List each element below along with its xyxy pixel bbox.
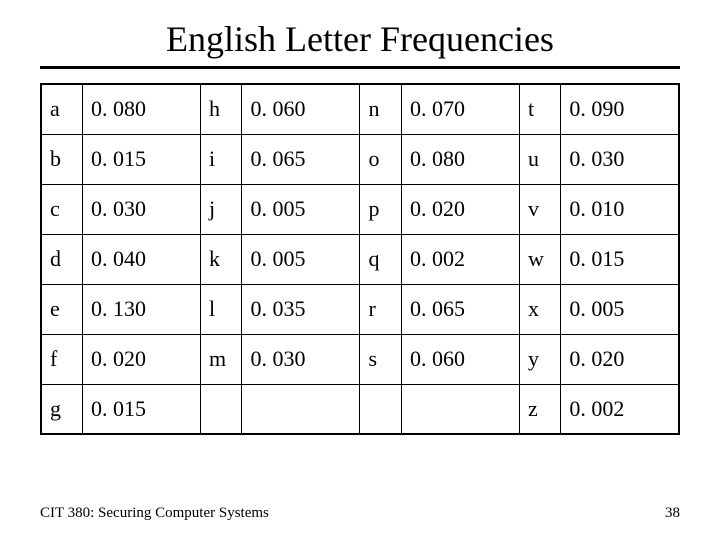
letter-cell: c <box>41 184 82 234</box>
freq-cell: 0. 005 <box>242 184 360 234</box>
letter-cell <box>360 384 401 434</box>
table-row: a 0. 080 h 0. 060 n 0. 070 t 0. 090 <box>41 84 679 134</box>
table-row: b 0. 015 i 0. 065 o 0. 080 u 0. 030 <box>41 134 679 184</box>
freq-cell: 0. 065 <box>401 284 519 334</box>
freq-cell: 0. 020 <box>401 184 519 234</box>
table-row: g 0. 015 z 0. 002 <box>41 384 679 434</box>
letter-cell: l <box>200 284 241 334</box>
letter-cell: y <box>519 334 560 384</box>
letter-cell: z <box>519 384 560 434</box>
letter-cell: d <box>41 234 82 284</box>
freq-cell: 0. 130 <box>82 284 200 334</box>
letter-cell <box>200 384 241 434</box>
letter-cell: q <box>360 234 401 284</box>
letter-cell: f <box>41 334 82 384</box>
freq-cell <box>242 384 360 434</box>
table-row: d 0. 040 k 0. 005 q 0. 002 w 0. 015 <box>41 234 679 284</box>
freq-cell: 0. 030 <box>561 134 679 184</box>
freq-cell: 0. 005 <box>242 234 360 284</box>
freq-cell: 0. 060 <box>401 334 519 384</box>
table-row: e 0. 130 l 0. 035 r 0. 065 x 0. 005 <box>41 284 679 334</box>
freq-cell: 0. 035 <box>242 284 360 334</box>
freq-cell: 0. 002 <box>401 234 519 284</box>
letter-cell: w <box>519 234 560 284</box>
freq-cell: 0. 020 <box>561 334 679 384</box>
freq-cell: 0. 010 <box>561 184 679 234</box>
frequency-table: a 0. 080 h 0. 060 n 0. 070 t 0. 090 b 0.… <box>40 83 680 435</box>
slide: English Letter Frequencies a 0. 080 h 0.… <box>0 0 720 540</box>
freq-cell: 0. 030 <box>242 334 360 384</box>
freq-cell: 0. 020 <box>82 334 200 384</box>
letter-cell: x <box>519 284 560 334</box>
freq-cell: 0. 065 <box>242 134 360 184</box>
frequency-table-body: a 0. 080 h 0. 060 n 0. 070 t 0. 090 b 0.… <box>41 84 679 434</box>
letter-cell: i <box>200 134 241 184</box>
footer-page-number: 38 <box>665 505 680 522</box>
letter-cell: h <box>200 84 241 134</box>
freq-cell: 0. 015 <box>82 134 200 184</box>
freq-cell <box>401 384 519 434</box>
letter-cell: g <box>41 384 82 434</box>
freq-cell: 0. 090 <box>561 84 679 134</box>
freq-cell: 0. 015 <box>561 234 679 284</box>
letter-cell: k <box>200 234 241 284</box>
letter-cell: b <box>41 134 82 184</box>
letter-cell: v <box>519 184 560 234</box>
letter-cell: a <box>41 84 82 134</box>
letter-cell: u <box>519 134 560 184</box>
freq-cell: 0. 015 <box>82 384 200 434</box>
table-row: c 0. 030 j 0. 005 p 0. 020 v 0. 010 <box>41 184 679 234</box>
table-row: f 0. 020 m 0. 030 s 0. 060 y 0. 020 <box>41 334 679 384</box>
freq-cell: 0. 040 <box>82 234 200 284</box>
letter-cell: s <box>360 334 401 384</box>
letter-cell: m <box>200 334 241 384</box>
freq-cell: 0. 005 <box>561 284 679 334</box>
letter-cell: o <box>360 134 401 184</box>
footer: CIT 380: Securing Computer Systems 38 <box>0 505 720 522</box>
letter-cell: n <box>360 84 401 134</box>
page-title: English Letter Frequencies <box>40 18 680 60</box>
freq-cell: 0. 080 <box>82 84 200 134</box>
letter-cell: j <box>200 184 241 234</box>
freq-cell: 0. 030 <box>82 184 200 234</box>
freq-cell: 0. 060 <box>242 84 360 134</box>
freq-cell: 0. 002 <box>561 384 679 434</box>
title-rule <box>40 66 680 69</box>
letter-cell: p <box>360 184 401 234</box>
letter-cell: t <box>519 84 560 134</box>
freq-cell: 0. 070 <box>401 84 519 134</box>
freq-cell: 0. 080 <box>401 134 519 184</box>
footer-course: CIT 380: Securing Computer Systems <box>40 505 269 522</box>
letter-cell: e <box>41 284 82 334</box>
letter-cell: r <box>360 284 401 334</box>
